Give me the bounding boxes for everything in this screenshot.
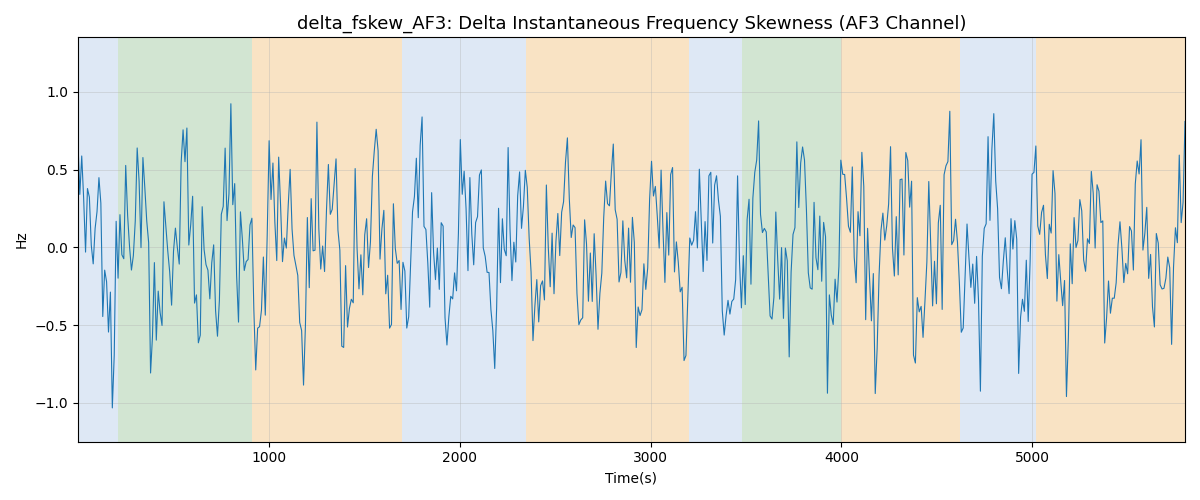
Title: delta_fskew_AF3: Delta Instantaneous Frequency Skewness (AF3 Channel): delta_fskew_AF3: Delta Instantaneous Fre…: [296, 15, 966, 34]
Bar: [402, 38, 527, 442]
Bar: [689, 38, 742, 442]
Bar: [1036, 38, 1184, 442]
X-axis label: Time(s): Time(s): [606, 471, 658, 485]
Bar: [742, 38, 841, 442]
Bar: [78, 38, 118, 442]
Bar: [527, 38, 689, 442]
Bar: [252, 38, 402, 442]
Y-axis label: Hz: Hz: [14, 230, 29, 248]
Bar: [841, 38, 960, 442]
Bar: [960, 38, 1036, 442]
Bar: [118, 38, 252, 442]
